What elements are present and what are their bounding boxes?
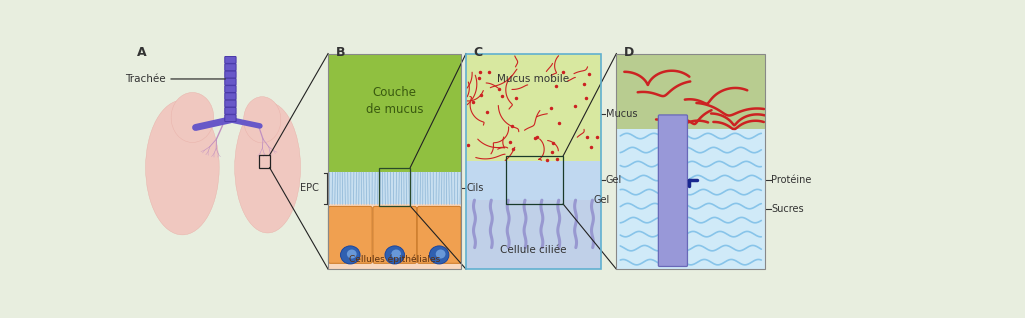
Text: D: D (624, 46, 634, 59)
Text: EPC: EPC (300, 183, 319, 193)
Text: Cellules épithéliales: Cellules épithéliales (350, 254, 441, 264)
FancyBboxPatch shape (417, 206, 461, 263)
Text: Trachée: Trachée (125, 74, 226, 84)
Bar (259, 155, 270, 168)
Ellipse shape (235, 102, 300, 233)
FancyBboxPatch shape (224, 86, 236, 93)
FancyBboxPatch shape (373, 206, 416, 263)
Bar (466, 53, 601, 161)
FancyBboxPatch shape (224, 64, 236, 71)
Text: Cils: Cils (466, 183, 484, 193)
Ellipse shape (346, 250, 357, 259)
Text: B: B (336, 46, 345, 59)
Text: Mucus mobile: Mucus mobile (497, 74, 570, 85)
Ellipse shape (392, 250, 401, 259)
Ellipse shape (429, 246, 449, 264)
Text: C: C (474, 46, 483, 59)
FancyBboxPatch shape (224, 57, 236, 63)
Ellipse shape (385, 246, 405, 264)
Ellipse shape (244, 97, 281, 143)
Ellipse shape (340, 246, 360, 264)
Bar (616, 53, 766, 129)
Text: Sucres: Sucres (772, 204, 804, 214)
FancyBboxPatch shape (224, 71, 236, 78)
FancyBboxPatch shape (658, 115, 688, 266)
Text: Couche
de mucus: Couche de mucus (366, 86, 423, 116)
Bar (379, 168, 410, 206)
Text: Mucus: Mucus (606, 109, 637, 119)
Ellipse shape (171, 93, 214, 142)
FancyBboxPatch shape (224, 100, 236, 107)
Text: A: A (137, 46, 147, 59)
Bar (466, 200, 601, 269)
Bar (328, 204, 461, 269)
Bar (616, 53, 766, 269)
Bar (466, 161, 601, 200)
Bar (328, 172, 461, 204)
Bar (616, 129, 766, 269)
Ellipse shape (436, 250, 446, 259)
Bar (506, 156, 563, 204)
Text: Gel: Gel (593, 195, 610, 205)
Bar (328, 53, 461, 269)
Bar (466, 53, 601, 269)
FancyBboxPatch shape (224, 115, 236, 121)
Bar (328, 53, 461, 172)
Text: Gel: Gel (606, 175, 622, 185)
Text: Cellule ciliée: Cellule ciliée (500, 245, 567, 255)
Text: Protéine: Protéine (772, 175, 812, 185)
FancyBboxPatch shape (224, 93, 236, 100)
FancyBboxPatch shape (224, 107, 236, 114)
Ellipse shape (146, 100, 219, 235)
FancyBboxPatch shape (224, 78, 236, 85)
Bar (328, 53, 461, 269)
FancyBboxPatch shape (328, 206, 372, 263)
